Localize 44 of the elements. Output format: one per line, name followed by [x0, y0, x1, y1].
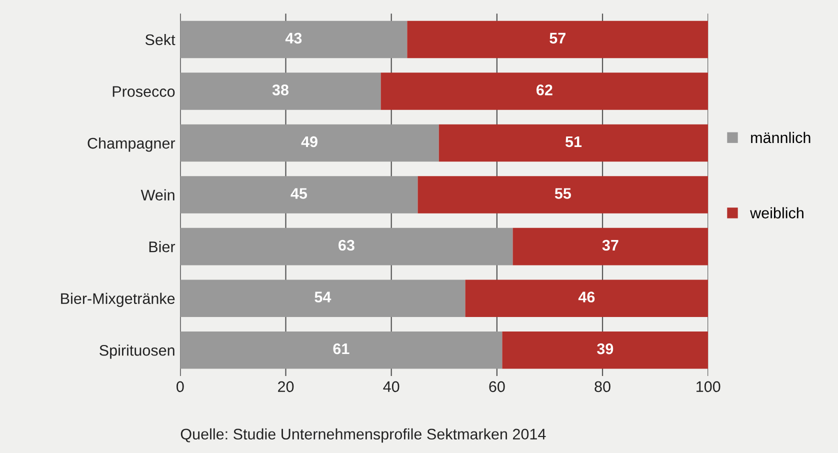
- bar: [180, 228, 513, 266]
- bar: [502, 331, 708, 369]
- data-label: 54: [314, 292, 332, 302]
- x-tick-label: 60: [489, 381, 505, 392]
- data-label: 45: [290, 188, 308, 199]
- data-label: 37: [602, 240, 618, 251]
- y-tick-label: Bier: [149, 241, 176, 252]
- bar: [180, 124, 439, 162]
- x-tick-label: 80: [594, 381, 610, 392]
- bar: [512, 228, 708, 266]
- bar: [180, 20, 408, 58]
- legend-label: weiblich: [750, 207, 804, 218]
- bar: [180, 280, 466, 317]
- bar: [180, 331, 502, 369]
- data-label: 63: [338, 240, 354, 251]
- y-tick-label: Wein: [140, 189, 174, 200]
- data-label: 49: [301, 136, 318, 148]
- bar: [180, 72, 381, 110]
- x-tick-label: 100: [696, 381, 720, 392]
- data-label: 62: [536, 84, 552, 96]
- data-label: 39: [597, 343, 614, 354]
- data-label: 61: [333, 343, 350, 354]
- bar: [180, 176, 418, 214]
- data-label: 57: [550, 32, 566, 44]
- data-label: 43: [285, 32, 302, 44]
- data-label: 46: [578, 292, 595, 302]
- bar: [438, 124, 708, 162]
- legend-label: männlich: [751, 132, 810, 144]
- y-tick-label: Sekt: [145, 34, 176, 46]
- bar: [407, 20, 708, 58]
- x-tick-label: 20: [278, 381, 294, 392]
- y-tick-label: Spirituosen: [100, 344, 174, 359]
- data-label: 51: [565, 136, 582, 148]
- bar: [418, 176, 708, 214]
- y-tick-label: Prosecco: [112, 86, 175, 97]
- bar: [380, 72, 708, 110]
- source-note: Quelle: Studie Unternehmensprofile Sektmarken 2014: [180, 428, 546, 443]
- data-label: 55: [554, 188, 571, 199]
- bar: [465, 280, 708, 317]
- y-tick-label: Bier-Mixgetränke: [61, 292, 175, 308]
- x-tick-label: 0: [176, 381, 184, 392]
- y-tick-label: Champagner: [88, 137, 176, 152]
- data-label: 38: [272, 84, 289, 96]
- x-tick-label: 40: [383, 381, 400, 392]
